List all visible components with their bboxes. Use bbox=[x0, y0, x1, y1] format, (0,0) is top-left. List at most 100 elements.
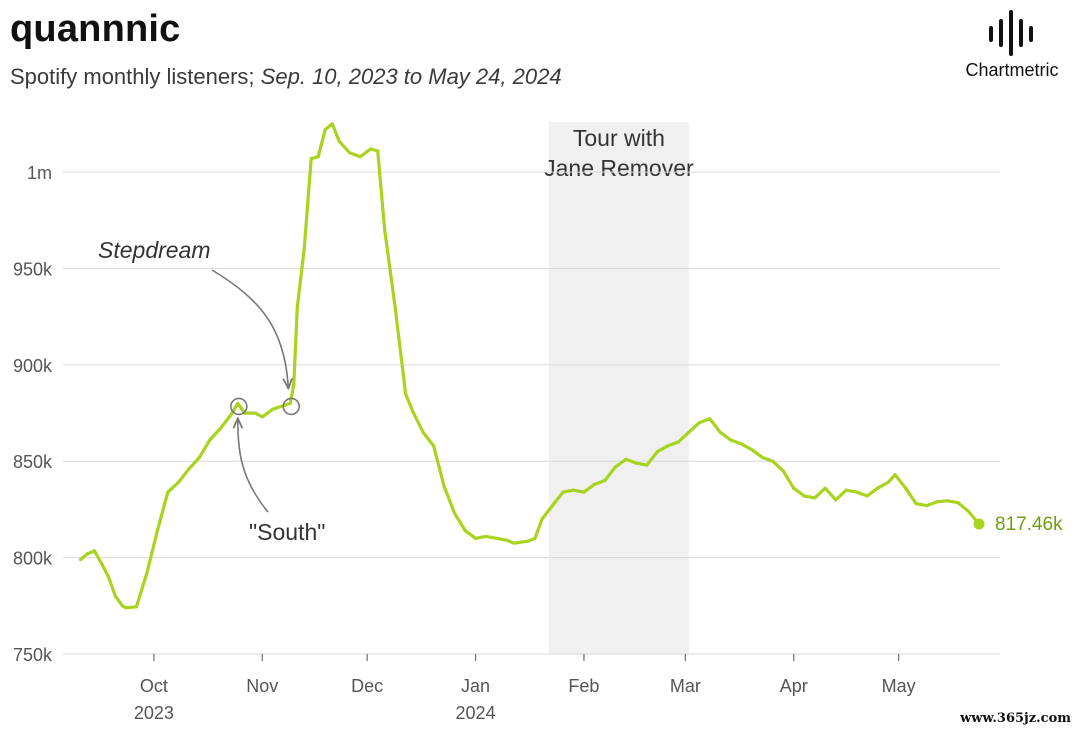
data-point bbox=[330, 122, 334, 126]
data-point bbox=[421, 430, 425, 434]
data-point bbox=[292, 382, 296, 386]
subtitle-prefix: Spotify monthly listeners; bbox=[10, 64, 261, 89]
data-point bbox=[561, 490, 565, 494]
data-point bbox=[432, 444, 436, 448]
x-tick-label: Jan bbox=[461, 676, 490, 696]
data-point bbox=[924, 503, 929, 508]
data-point bbox=[166, 490, 170, 494]
data-point bbox=[208, 438, 212, 442]
data-point bbox=[253, 411, 257, 415]
data-point bbox=[781, 469, 785, 473]
data-point bbox=[236, 401, 240, 406]
data-point bbox=[966, 509, 971, 513]
data-point bbox=[473, 536, 478, 540]
data-point bbox=[484, 534, 488, 539]
end-value-label: 817.46k bbox=[995, 514, 1063, 535]
data-point bbox=[526, 539, 530, 543]
data-point bbox=[893, 473, 897, 477]
stepdream-arrow bbox=[211, 269, 288, 387]
data-point bbox=[155, 529, 159, 533]
data-point bbox=[106, 575, 111, 579]
data-point bbox=[533, 536, 537, 540]
logo-text: Chartmetric bbox=[965, 60, 1059, 80]
data-point bbox=[411, 409, 415, 413]
data-point bbox=[823, 486, 827, 490]
tour-band-label: Tour with bbox=[573, 125, 665, 151]
data-point bbox=[676, 440, 680, 444]
data-point bbox=[383, 228, 387, 232]
south-arrow bbox=[238, 419, 269, 513]
data-point bbox=[550, 503, 555, 508]
data-point bbox=[945, 499, 950, 503]
data-point bbox=[505, 538, 509, 542]
sound-bars-icon bbox=[989, 10, 1033, 56]
data-point bbox=[99, 561, 104, 566]
data-point bbox=[855, 490, 859, 494]
data-point bbox=[348, 151, 352, 155]
data-point bbox=[494, 536, 499, 540]
watermark: www.365jz.com bbox=[957, 710, 1074, 727]
data-point bbox=[218, 426, 222, 431]
data-point bbox=[271, 407, 275, 411]
south-marker-circle bbox=[230, 397, 248, 416]
data-point bbox=[393, 305, 397, 309]
tour-band-label: Jane Remover bbox=[544, 155, 694, 181]
data-point bbox=[92, 549, 97, 553]
x-tick-year-label: 2023 bbox=[134, 703, 174, 723]
x-tick-label: Nov bbox=[246, 676, 278, 696]
chart-subtitle: Spotify monthly listeners; Sep. 10, 2023… bbox=[10, 64, 562, 90]
data-point bbox=[404, 392, 408, 396]
data-point bbox=[760, 455, 764, 459]
data-point bbox=[540, 517, 544, 521]
data-point bbox=[369, 147, 373, 151]
y-tick-label: 800k bbox=[13, 549, 53, 569]
tour-band bbox=[548, 122, 689, 654]
data-point bbox=[582, 490, 586, 494]
data-point bbox=[813, 496, 817, 500]
subtitle-date-range: Sep. 10, 2023 to May 24, 2024 bbox=[260, 64, 562, 89]
data-point bbox=[634, 461, 638, 465]
data-point bbox=[302, 247, 306, 251]
data-point bbox=[120, 604, 125, 608]
x-tick-label: Feb bbox=[568, 676, 599, 696]
data-point bbox=[935, 500, 939, 504]
data-point bbox=[718, 430, 722, 434]
data-point bbox=[229, 413, 233, 417]
x-tick-label: Apr bbox=[780, 676, 808, 696]
x-tick-label: Oct bbox=[140, 676, 168, 696]
data-point bbox=[442, 484, 446, 488]
data-point bbox=[613, 465, 618, 469]
data-point bbox=[512, 541, 516, 545]
x-tick-label: Mar bbox=[670, 676, 701, 696]
data-point bbox=[687, 430, 691, 434]
data-point bbox=[463, 529, 467, 533]
data-point bbox=[914, 502, 918, 506]
chartmetric-logo: Chartmetric bbox=[952, 8, 1072, 81]
x-tick-label: May bbox=[882, 676, 916, 696]
y-tick-label: 750k bbox=[13, 645, 53, 665]
data-point bbox=[802, 494, 806, 498]
data-point bbox=[792, 486, 796, 490]
data-point bbox=[697, 421, 701, 425]
data-point bbox=[187, 467, 191, 471]
data-point bbox=[666, 444, 670, 448]
data-point bbox=[176, 480, 180, 485]
data-point bbox=[197, 455, 201, 459]
listeners-line bbox=[78, 122, 981, 610]
data-point bbox=[904, 486, 908, 490]
data-point bbox=[956, 501, 960, 505]
data-point bbox=[309, 157, 313, 161]
data-point bbox=[708, 417, 712, 421]
y-tick-label: 1m bbox=[27, 163, 52, 183]
data-point bbox=[729, 438, 733, 442]
end-point-marker bbox=[973, 518, 985, 530]
data-point bbox=[85, 552, 90, 556]
south-annotation-label: "South" bbox=[249, 519, 325, 545]
y-tick-label: 950k bbox=[13, 259, 53, 279]
data-point bbox=[645, 463, 649, 467]
data-point bbox=[865, 494, 869, 498]
data-point bbox=[145, 571, 149, 575]
y-tick-label: 900k bbox=[13, 356, 53, 376]
y-tick-label: 850k bbox=[13, 452, 53, 472]
